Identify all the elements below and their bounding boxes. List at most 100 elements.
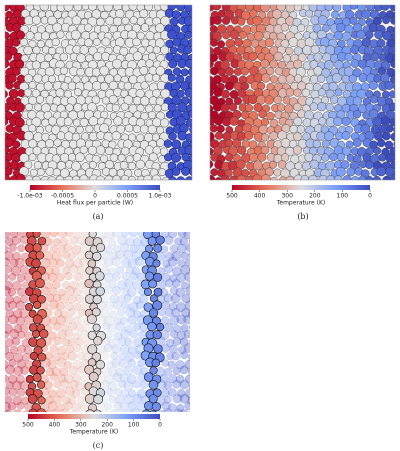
particle bbox=[228, 175, 239, 180]
particle bbox=[128, 232, 139, 238]
particle bbox=[236, 174, 247, 180]
particle bbox=[105, 387, 114, 397]
particle bbox=[125, 237, 135, 247]
particle bbox=[111, 256, 121, 267]
particle bbox=[135, 301, 144, 310]
particle bbox=[8, 300, 17, 310]
particle bbox=[13, 352, 24, 363]
particle bbox=[365, 90, 374, 98]
particle bbox=[153, 104, 162, 113]
particle bbox=[71, 15, 82, 26]
particle bbox=[189, 297, 190, 303]
particle bbox=[345, 10, 355, 20]
particle bbox=[15, 300, 25, 311]
particle bbox=[176, 89, 185, 98]
particle bbox=[169, 315, 180, 326]
particle bbox=[237, 17, 246, 26]
particle bbox=[143, 372, 154, 382]
particle bbox=[118, 380, 127, 389]
particle bbox=[248, 94, 258, 105]
particle bbox=[129, 16, 138, 25]
particle bbox=[125, 155, 134, 164]
particle bbox=[187, 310, 190, 319]
particle bbox=[84, 236, 95, 246]
particle bbox=[394, 115, 395, 117]
particle bbox=[352, 109, 362, 119]
particle bbox=[79, 242, 90, 253]
particle bbox=[13, 409, 22, 412]
particle bbox=[352, 96, 362, 106]
particle bbox=[185, 286, 190, 296]
particle bbox=[148, 52, 157, 61]
particle bbox=[120, 232, 129, 238]
particle bbox=[77, 308, 86, 317]
particle bbox=[156, 138, 165, 147]
particle bbox=[168, 302, 178, 311]
particle bbox=[256, 94, 266, 105]
particle bbox=[9, 345, 19, 355]
particle bbox=[59, 237, 69, 246]
particle bbox=[75, 294, 85, 304]
particle bbox=[179, 365, 189, 375]
particle bbox=[132, 365, 143, 375]
particle bbox=[273, 95, 282, 105]
particle bbox=[134, 168, 143, 177]
particle bbox=[274, 67, 283, 76]
particle bbox=[155, 235, 165, 245]
particle bbox=[312, 139, 322, 149]
particle bbox=[5, 173, 10, 180]
particle bbox=[93, 409, 102, 412]
particle bbox=[104, 245, 113, 254]
particle bbox=[151, 174, 162, 180]
particle bbox=[47, 176, 57, 180]
particle bbox=[65, 103, 74, 112]
particle bbox=[188, 368, 190, 376]
particle bbox=[51, 409, 60, 412]
particle bbox=[144, 5, 154, 12]
particle bbox=[143, 302, 153, 312]
particle bbox=[161, 359, 170, 367]
particle bbox=[40, 232, 51, 239]
colorbar-tick-label: 0 bbox=[158, 422, 162, 429]
particle bbox=[188, 96, 192, 106]
particle bbox=[59, 66, 69, 75]
particle bbox=[64, 373, 74, 384]
particle bbox=[184, 87, 192, 98]
particle bbox=[163, 139, 173, 148]
particle bbox=[113, 116, 123, 126]
particle bbox=[382, 16, 390, 25]
particle bbox=[109, 310, 118, 319]
particle bbox=[214, 131, 224, 140]
particle bbox=[269, 59, 278, 69]
particle bbox=[40, 175, 50, 180]
particle bbox=[237, 145, 247, 155]
particle bbox=[5, 257, 10, 266]
particle bbox=[5, 338, 14, 348]
particle bbox=[59, 52, 69, 62]
particle bbox=[210, 147, 214, 156]
particle bbox=[113, 316, 122, 326]
particle bbox=[317, 74, 326, 83]
particle bbox=[143, 287, 152, 297]
particle bbox=[121, 146, 130, 156]
particle bbox=[151, 358, 161, 368]
particle bbox=[304, 152, 314, 162]
particle bbox=[156, 280, 167, 290]
particle bbox=[390, 32, 395, 42]
caption: (c) bbox=[93, 441, 104, 450]
particle bbox=[341, 116, 351, 126]
particle bbox=[79, 117, 89, 127]
particle bbox=[168, 176, 177, 180]
particle bbox=[112, 58, 123, 69]
particle bbox=[31, 175, 41, 180]
particle bbox=[370, 52, 380, 62]
particle bbox=[120, 344, 130, 355]
particle bbox=[36, 408, 46, 412]
particle bbox=[119, 161, 129, 170]
particle bbox=[156, 322, 165, 332]
particle bbox=[19, 323, 29, 333]
particle bbox=[80, 329, 90, 340]
particle bbox=[5, 402, 11, 412]
particle bbox=[189, 339, 190, 344]
particle bbox=[67, 308, 76, 317]
